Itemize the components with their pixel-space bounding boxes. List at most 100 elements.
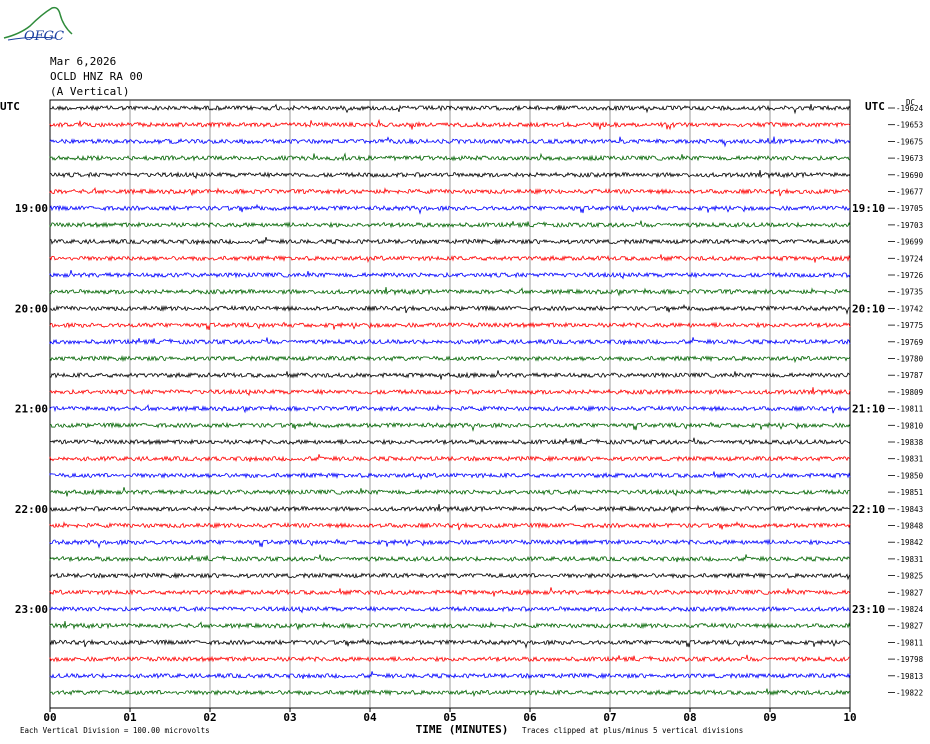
seismic-trace	[49, 286, 851, 297]
x-tick-label: 08	[683, 711, 696, 724]
seismic-trace	[49, 420, 851, 432]
seismic-trace	[49, 220, 851, 229]
dc-offset-label: -19735	[896, 288, 923, 297]
dc-offset-label: -19822	[896, 689, 923, 698]
x-tick-label: 07	[603, 711, 616, 724]
dc-offset-label: -19798	[896, 655, 924, 664]
scale-note: Each Vertical Division = 100.00 microvol…	[20, 726, 210, 735]
seismic-trace	[49, 152, 850, 162]
dc-offset-label: -19703	[896, 221, 923, 230]
dc-offset-label: -19842	[896, 538, 923, 547]
seismic-trace	[49, 269, 851, 280]
dc-offset-label: -19824	[896, 605, 924, 614]
dc-offset-label: -19843	[896, 505, 923, 514]
dc-offset-label: -19677	[896, 188, 923, 197]
hour-label-left: 23:00	[15, 603, 48, 616]
hour-label-left: 20:00	[15, 302, 48, 315]
x-tick-label: 04	[363, 711, 377, 724]
hour-label-right: 19:10	[852, 202, 885, 215]
seismic-trace	[49, 554, 851, 563]
seismic-trace	[49, 254, 851, 263]
hour-label-left: 21:00	[15, 403, 48, 416]
station-label: OCLD HNZ RA 00	[50, 70, 143, 83]
seismic-trace	[49, 337, 851, 346]
x-axis-title: TIME (MINUTES)	[416, 723, 509, 736]
dc-offset-label: -19742	[896, 304, 923, 313]
x-tick-label: 02	[203, 711, 216, 724]
utc-right-label: UTC	[865, 100, 885, 113]
seismic-trace	[49, 654, 850, 663]
seismic-trace	[49, 387, 851, 397]
component-label: (A Vertical)	[50, 85, 130, 98]
x-tick-label: 05	[443, 711, 456, 724]
hour-label-right: 22:10	[852, 503, 885, 516]
dc-offset-label: -19809	[896, 388, 923, 397]
dc-offset-label: -19827	[896, 622, 923, 631]
seismic-trace	[49, 170, 851, 180]
dc-offset-label: -19769	[896, 338, 923, 347]
utc-left-label: UTC	[0, 100, 20, 113]
dc-offset-label: -19813	[896, 672, 923, 681]
seismic-trace	[49, 404, 851, 414]
seismic-trace	[49, 487, 850, 497]
hour-label-left: 22:00	[15, 503, 48, 516]
hour-label-right: 23:10	[852, 603, 885, 616]
dc-offset-label: -19699	[896, 238, 923, 247]
hour-label-right: 21:10	[852, 403, 885, 416]
seismic-trace	[49, 370, 851, 380]
dc-offset-label: -19724	[896, 254, 924, 263]
dc-offset-label: -19831	[896, 455, 923, 464]
date-label: Mar 6,2026	[50, 55, 117, 68]
dc-offset-label: -19787	[896, 371, 923, 380]
dc-offset-label: -19653	[896, 121, 923, 130]
dc-offset-label: -19838	[896, 438, 924, 447]
dc-offset-label: -19673	[896, 154, 923, 163]
hour-label-right: 20:10	[852, 302, 885, 315]
seismic-trace	[49, 321, 851, 330]
dc-header-label: DC	[906, 98, 915, 107]
seismic-trace	[49, 103, 851, 115]
x-tick-label: 09	[763, 711, 776, 724]
seismic-trace	[49, 587, 851, 597]
x-tick-label: 10	[843, 711, 856, 724]
seismic-trace	[49, 236, 851, 246]
logo-text: OFGC	[24, 29, 64, 44]
dc-offset-label: -19825	[896, 572, 923, 581]
seismic-trace	[49, 454, 851, 463]
ofgc-logo: OFGC	[3, 6, 73, 44]
seismic-trace	[49, 572, 851, 581]
dc-offset-label: -19780	[896, 355, 924, 364]
dc-offset-label: -19811	[896, 405, 923, 414]
dc-offset-label: -19850	[896, 471, 924, 480]
seismic-trace	[49, 118, 851, 131]
dc-offset-label: -19624	[896, 104, 924, 113]
x-tick-label: 01	[123, 711, 137, 724]
dc-offset-label: -19848	[896, 522, 924, 531]
seismic-trace	[49, 538, 851, 549]
seismic-trace	[49, 605, 851, 614]
dc-offset-label: -19675	[896, 137, 923, 146]
x-tick-label: 06	[523, 711, 537, 724]
dc-offset-label: -19810	[896, 421, 924, 430]
dc-offset-label: -19851	[896, 488, 923, 497]
x-tick-label: 00	[43, 711, 56, 724]
dc-offset-label: -19827	[896, 588, 923, 597]
seismic-trace	[49, 671, 851, 680]
clip-note: Traces clipped at plus/minus 5 vertical …	[522, 726, 743, 735]
dc-offset-label: -19811	[896, 638, 923, 647]
seismic-trace	[49, 637, 851, 649]
dc-offset-label: -19705	[896, 204, 923, 213]
seismic-trace	[49, 437, 851, 446]
seismic-trace	[49, 620, 851, 631]
dc-offset-label: -19831	[896, 555, 923, 564]
seismic-trace	[49, 471, 851, 481]
seismic-trace	[49, 521, 851, 531]
seismic-trace	[49, 203, 851, 215]
seismic-trace	[49, 354, 851, 364]
hour-label-left: 19:00	[15, 202, 48, 215]
x-tick-label: 03	[283, 711, 296, 724]
dc-offset-label: -19726	[896, 271, 924, 280]
dc-offset-label: -19690	[896, 171, 924, 180]
seismic-trace	[49, 303, 851, 315]
